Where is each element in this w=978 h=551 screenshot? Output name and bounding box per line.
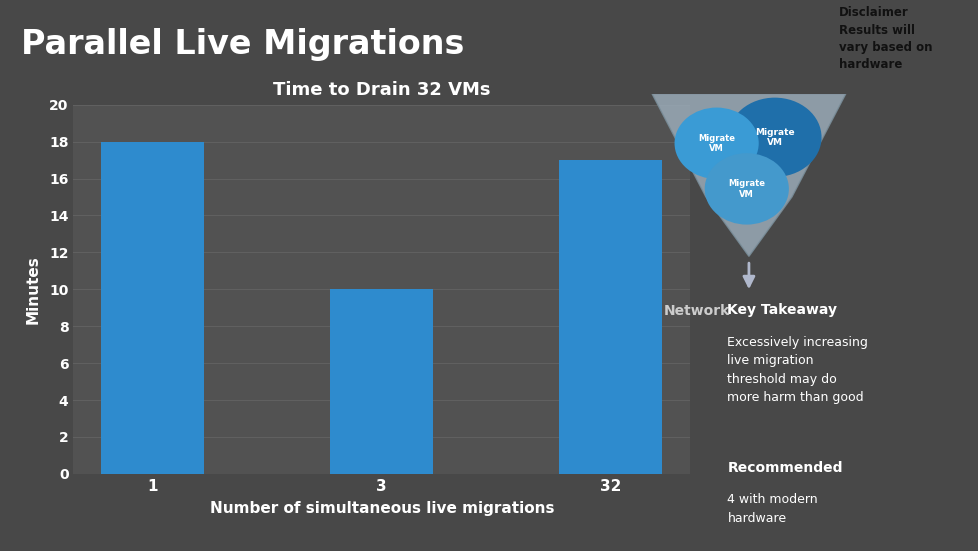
Text: Key Takeaway: Key Takeaway — [727, 304, 836, 317]
Title: Time to Drain 32 VMs: Time to Drain 32 VMs — [273, 81, 490, 99]
Text: Migrate
VM: Migrate VM — [697, 133, 734, 153]
Bar — [330, 289, 433, 474]
Polygon shape — [651, 94, 845, 256]
Text: Disclaimer
Results will
vary based on
hardware: Disclaimer Results will vary based on ha… — [838, 6, 932, 72]
Ellipse shape — [728, 98, 821, 177]
Text: Recommended: Recommended — [727, 461, 842, 476]
Y-axis label: Minutes: Minutes — [25, 255, 41, 323]
Text: Migrate
VM: Migrate VM — [754, 128, 794, 147]
Bar — [102, 142, 204, 474]
Text: Parallel Live Migrations: Parallel Live Migrations — [21, 28, 464, 61]
Bar — [558, 160, 661, 474]
Ellipse shape — [674, 107, 758, 179]
Text: Excessively increasing
live migration
threshold may do
more harm than good: Excessively increasing live migration th… — [727, 336, 867, 404]
Text: Network: Network — [663, 304, 730, 318]
X-axis label: Number of simultaneous live migrations: Number of simultaneous live migrations — [209, 501, 554, 516]
Text: Migrate
VM: Migrate VM — [728, 179, 765, 198]
Ellipse shape — [704, 153, 788, 225]
Text: 4 with modern
hardware: 4 with modern hardware — [727, 493, 818, 525]
